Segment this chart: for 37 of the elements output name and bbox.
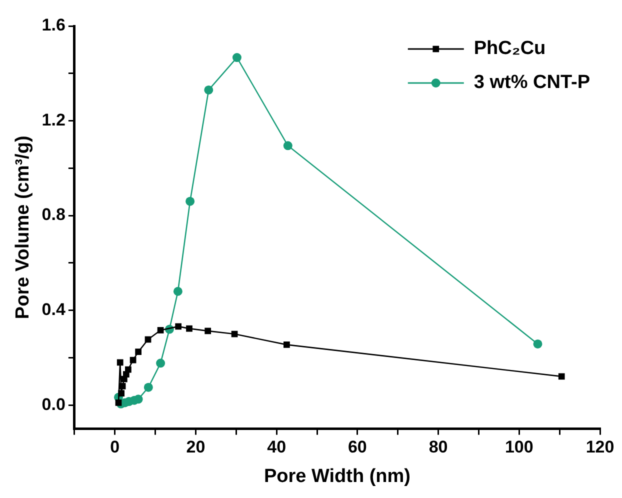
point	[232, 53, 242, 62]
y-tick-label: 1.2	[42, 110, 66, 130]
point	[115, 400, 122, 406]
point	[284, 342, 290, 348]
point	[283, 141, 292, 150]
x-tick-label: 40	[267, 438, 286, 457]
point	[204, 328, 212, 334]
y-axis-title: Pore Volume (cm³/g)	[12, 136, 34, 320]
x-tick-label: 100	[504, 438, 534, 457]
x-tick-label: 20	[186, 438, 206, 457]
point	[175, 323, 182, 330]
x-axis-title: Pore Width (nm)	[264, 466, 410, 487]
y-tick-label: 0.4	[42, 300, 66, 320]
legend-label: 3 wt% CNT-P	[474, 72, 590, 94]
y-tick-label: 0.0	[42, 394, 66, 414]
point	[130, 356, 136, 364]
point	[558, 373, 565, 380]
point	[156, 358, 166, 368]
legend-label: PhC₂Cu	[474, 38, 546, 60]
x-tick-label: 0	[110, 438, 120, 457]
point	[186, 196, 195, 206]
point	[119, 382, 126, 390]
y-tick-label: 1.6	[42, 16, 66, 35]
point	[157, 327, 164, 334]
point	[173, 286, 182, 296]
y-tick-label: 0.8	[42, 205, 66, 224]
point	[533, 339, 542, 348]
point	[186, 325, 192, 332]
point	[144, 382, 153, 392]
point	[204, 85, 214, 94]
point	[125, 366, 132, 373]
point	[135, 348, 142, 355]
x-tick-label: 60	[348, 438, 367, 457]
x-tick-label: 120	[586, 438, 614, 457]
x-tick-label: 80	[428, 438, 448, 457]
point	[116, 359, 124, 366]
point	[118, 390, 125, 396]
